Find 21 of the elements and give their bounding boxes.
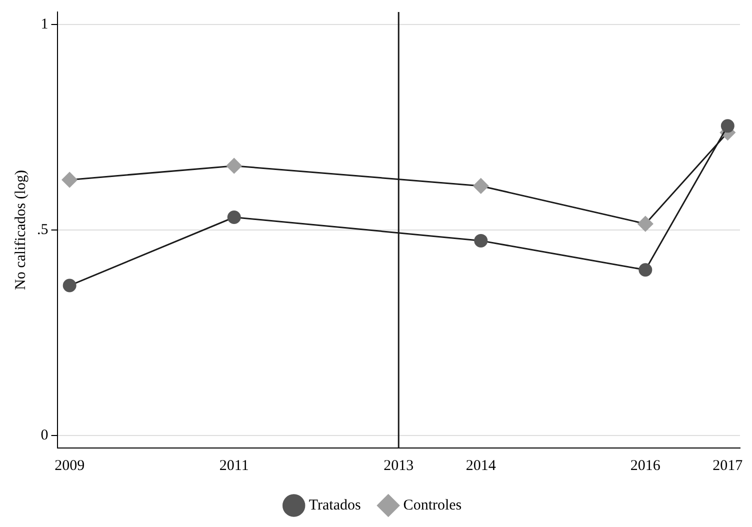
point — [638, 263, 652, 277]
legend-label: Tratados — [308, 497, 361, 514]
point — [473, 178, 489, 194]
x-tick-label: 2017 — [712, 458, 744, 474]
point — [720, 119, 734, 133]
legend-label: Controles — [403, 497, 462, 514]
y-tick-label: 1 — [40, 16, 48, 32]
x-tick-label: 2013 — [384, 458, 414, 474]
x-tick-label: 2016 — [630, 458, 661, 474]
x-tick-label: 2009 — [54, 458, 85, 474]
point — [62, 278, 76, 292]
point — [227, 210, 241, 224]
x-tick-label: 2011 — [219, 458, 249, 474]
point — [62, 172, 78, 188]
point — [638, 216, 654, 232]
x-tick-label: 2014 — [466, 458, 496, 474]
point — [474, 234, 488, 248]
y-tick-label: 0 — [40, 428, 48, 444]
y-axis-title: No calificados (log) — [12, 170, 29, 290]
y-tick-label: .5 — [37, 222, 48, 238]
point — [226, 158, 242, 174]
